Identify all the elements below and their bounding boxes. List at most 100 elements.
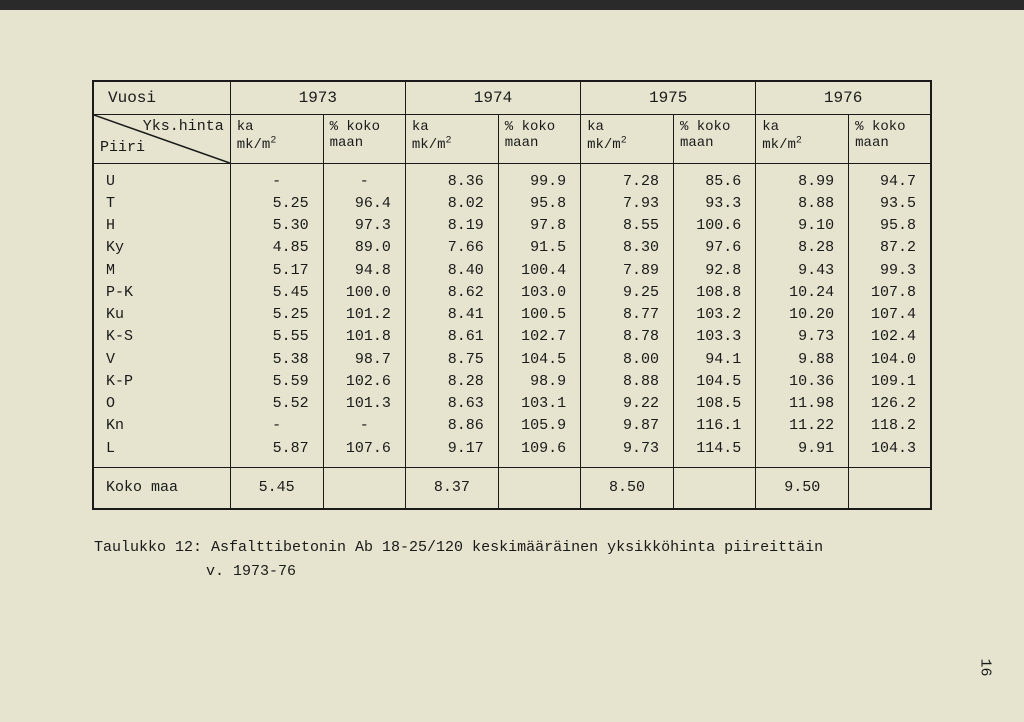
data-cell: 8.77 — [581, 304, 674, 326]
ka-unit: mk/m2 — [237, 137, 277, 153]
data-cell: 9.10 — [756, 215, 849, 237]
year-header-row: Vuosi 1973 1974 1975 1976 — [93, 81, 931, 114]
table-row: T5.2596.48.0295.87.9393.38.8893.5 — [93, 193, 931, 215]
data-cell: 8.36 — [405, 163, 498, 193]
data-cell: 107.6 — [323, 438, 405, 468]
piiri-corner: Yks.hinta Piiri — [94, 115, 230, 163]
piiri-cell: M — [93, 260, 230, 282]
data-cell: 8.28 — [405, 371, 498, 393]
data-cell: 104.0 — [849, 349, 931, 371]
data-cell: 9.73 — [581, 438, 674, 468]
data-cell: 101.8 — [323, 326, 405, 348]
caption-line2: v. 1973-76 — [94, 560, 934, 584]
data-cell: 8.62 — [405, 282, 498, 304]
data-cell: 5.59 — [230, 371, 323, 393]
table-row: K-P5.59102.68.2898.98.88104.510.36109.1 — [93, 371, 931, 393]
data-cell: 10.36 — [756, 371, 849, 393]
data-cell: 103.3 — [673, 326, 755, 348]
table-row: K-S5.55101.88.61102.78.78103.39.73102.4 — [93, 326, 931, 348]
year-1973: 1973 — [230, 81, 405, 114]
pct-sub: maan — [330, 135, 364, 151]
data-cell: - — [230, 415, 323, 437]
yks-hinta-label: Yks.hinta — [143, 117, 224, 137]
table: Vuosi 1973 1974 1975 1976 Yks.hinta Piir… — [92, 80, 932, 510]
data-cell: 9.25 — [581, 282, 674, 304]
total-cell: 8.37 — [405, 467, 498, 509]
ka-label: ka — [762, 119, 779, 135]
data-cell: 8.78 — [581, 326, 674, 348]
pct-label: % koko — [855, 119, 905, 135]
total-cell: 5.45 — [230, 467, 323, 509]
data-cell: 103.2 — [673, 304, 755, 326]
piiri-cell: V — [93, 349, 230, 371]
data-cell: 89.0 — [323, 237, 405, 259]
table-row: V5.3898.78.75104.58.0094.19.88104.0 — [93, 349, 931, 371]
data-cell: 97.8 — [498, 215, 580, 237]
data-cell: 109.1 — [849, 371, 931, 393]
pct-sub: maan — [505, 135, 539, 151]
table-row: Ku5.25101.28.41100.58.77103.210.20107.4 — [93, 304, 931, 326]
data-cell: 94.7 — [849, 163, 931, 193]
total-cell — [498, 467, 580, 509]
data-cell: 8.99 — [756, 163, 849, 193]
page: Vuosi 1973 1974 1975 1976 Yks.hinta Piir… — [0, 0, 1024, 722]
data-cell: 93.5 — [849, 193, 931, 215]
data-cell: 5.52 — [230, 393, 323, 415]
data-cell: 102.4 — [849, 326, 931, 348]
data-cell: 7.66 — [405, 237, 498, 259]
year-1975: 1975 — [581, 81, 756, 114]
data-cell: 95.8 — [849, 215, 931, 237]
data-cell: 10.24 — [756, 282, 849, 304]
total-cell: 8.50 — [581, 467, 674, 509]
data-cell: 5.25 — [230, 193, 323, 215]
data-cell: 103.0 — [498, 282, 580, 304]
data-cell: 9.91 — [756, 438, 849, 468]
data-cell: 8.86 — [405, 415, 498, 437]
data-cell: 95.8 — [498, 193, 580, 215]
data-cell: 92.8 — [673, 260, 755, 282]
data-cell: 94.8 — [323, 260, 405, 282]
col-pct-1976: % koko maan — [849, 114, 931, 163]
data-cell: 98.7 — [323, 349, 405, 371]
piiri-label: Piiri — [100, 138, 145, 158]
total-cell — [673, 467, 755, 509]
data-cell: 99.3 — [849, 260, 931, 282]
table-row: Kn--8.86105.99.87116.111.22118.2 — [93, 415, 931, 437]
data-cell: 103.1 — [498, 393, 580, 415]
data-cell: 126.2 — [849, 393, 931, 415]
ka-label: ka — [587, 119, 604, 135]
data-cell: 11.98 — [756, 393, 849, 415]
piiri-cell: L — [93, 438, 230, 468]
data-cell: 7.89 — [581, 260, 674, 282]
col-pct-1974: % koko maan — [498, 114, 580, 163]
data-cell: 5.38 — [230, 349, 323, 371]
piiri-cell: T — [93, 193, 230, 215]
data-cell: 5.30 — [230, 215, 323, 237]
data-cell: 101.2 — [323, 304, 405, 326]
piiri-cell: U — [93, 163, 230, 193]
data-cell: 5.45 — [230, 282, 323, 304]
data-cell: 87.2 — [849, 237, 931, 259]
ka-label: ka — [237, 119, 254, 135]
col-ka-1974: ka mk/m2 — [405, 114, 498, 163]
data-cell: 93.3 — [673, 193, 755, 215]
data-cell: 104.5 — [498, 349, 580, 371]
scan-edge — [0, 0, 1024, 10]
data-cell: 104.3 — [849, 438, 931, 468]
vuosi-label: Vuosi — [93, 81, 230, 114]
data-cell: 94.1 — [673, 349, 755, 371]
data-cell: 8.28 — [756, 237, 849, 259]
data-cell: 5.87 — [230, 438, 323, 468]
col-pct-1973: % koko maan — [323, 114, 405, 163]
data-cell: 8.00 — [581, 349, 674, 371]
data-cell: 8.41 — [405, 304, 498, 326]
year-1976: 1976 — [756, 81, 931, 114]
table-row: M5.1794.88.40100.47.8992.89.4399.3 — [93, 260, 931, 282]
table-row: L5.87107.69.17109.69.73114.59.91104.3 — [93, 438, 931, 468]
table-caption: Taulukko 12: Asfalttibetonin Ab 18-25/12… — [90, 536, 934, 584]
data-cell: 8.75 — [405, 349, 498, 371]
data-cell: 7.93 — [581, 193, 674, 215]
total-label: Koko maa — [93, 467, 230, 509]
table-row: O5.52101.38.63103.19.22108.511.98126.2 — [93, 393, 931, 415]
data-cell: 116.1 — [673, 415, 755, 437]
